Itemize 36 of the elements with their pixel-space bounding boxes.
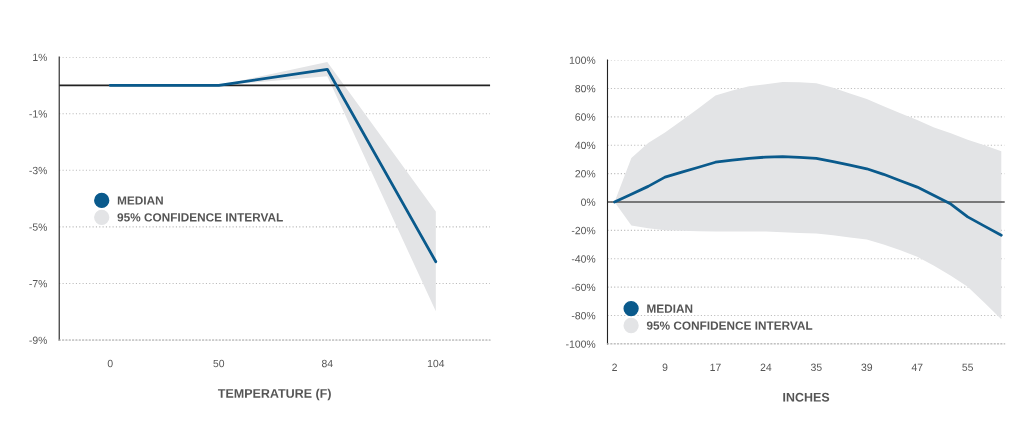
legend-label: MEDIAN [117,196,163,205]
x-tick-label: 50 [213,359,225,368]
x-tick-label: 0 [107,359,113,368]
x-tick-label: 9 [662,363,668,371]
x-tick-label: 2 [612,363,617,371]
y-tick-label: 1% [33,53,48,61]
x-tick-label: 35 [810,363,822,371]
x-tick-label: 39 [861,363,873,371]
y-tick-label: -1% [29,110,48,118]
y-tick-label: -100% [566,340,596,348]
x-axis-title: TEMPERATURE (F) [217,388,331,401]
legend-label: MEDIAN [647,304,693,313]
x-tick-label: 47 [911,363,923,371]
x-tick-label: 24 [760,363,772,371]
x-axis-title: INCHES [783,392,830,402]
line-series [613,155,1003,237]
y-tick-label: -9% [29,336,48,344]
y-tick-label: 40% [575,141,596,150]
y-tick-label: 100% [569,56,596,64]
annotation: 95% CONFIDENCE INTERVAL [117,213,283,222]
y-tick-label: -7% [29,280,48,288]
y-tick-label: -20% [571,226,596,235]
annotation: 95% CONFIDENCE INTERVAL [646,321,813,330]
y-tick-label: 20% [575,170,596,178]
y-tick-label: -5% [29,223,48,231]
x-tick-label: 84 [321,359,333,368]
y-tick-label: -3% [29,166,48,175]
y-tick-label: 80% [575,84,596,93]
x-tick-label: 104 [427,359,445,368]
x-tick-label: 55 [962,363,974,371]
y-tick-label: 60% [575,113,596,121]
y-tick-label: 0% [581,198,596,206]
y-tick-label: -40% [571,255,596,263]
x-tick-label: 17 [710,363,721,371]
y-tick-label: -60% [571,283,596,292]
y-tick-label: -80% [571,312,596,320]
